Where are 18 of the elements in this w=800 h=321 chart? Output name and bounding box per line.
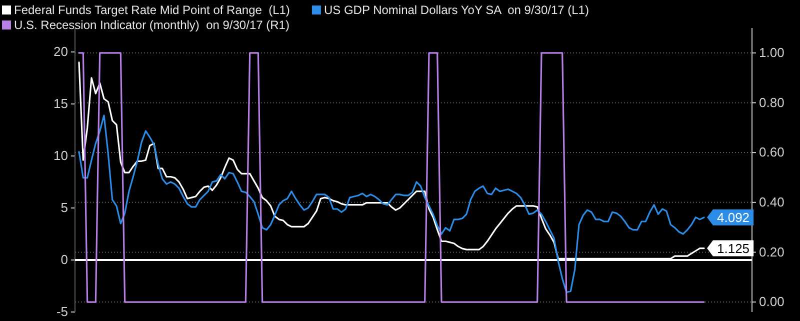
data-label: 4.092 bbox=[717, 210, 750, 225]
y-tick-label: 15 bbox=[54, 96, 68, 112]
legend-label: Federal Funds Target Rate Mid Point of Range (L1) bbox=[14, 3, 290, 18]
line-series bbox=[78, 114, 705, 294]
y2-tick-label: 1.00 bbox=[759, 45, 784, 60]
y2-tick-label: 0.80 bbox=[759, 94, 784, 110]
y-tick-label: -5 bbox=[56, 304, 68, 320]
y2-tick-label: 0.20 bbox=[759, 244, 784, 260]
y2-tick-label: 0.40 bbox=[759, 194, 784, 210]
y2-tick-label: 0.00 bbox=[759, 294, 784, 310]
y-tick-label: 20 bbox=[54, 44, 68, 60]
y-tick-label: 0 bbox=[60, 252, 68, 268]
y2-tick-label: 0.60 bbox=[759, 144, 784, 160]
data-label: 1.125 bbox=[717, 240, 750, 256]
legend-label: US GDP Nominal Dollars YoY SA on 9/30/17 (L1) bbox=[324, 3, 589, 18]
y-tick-label: 5 bbox=[60, 200, 68, 216]
legend-label: U.S. Recession Indicator (monthly) on 9/30/17 (R1) bbox=[14, 18, 290, 32]
y-tick-label: 10 bbox=[54, 148, 68, 164]
